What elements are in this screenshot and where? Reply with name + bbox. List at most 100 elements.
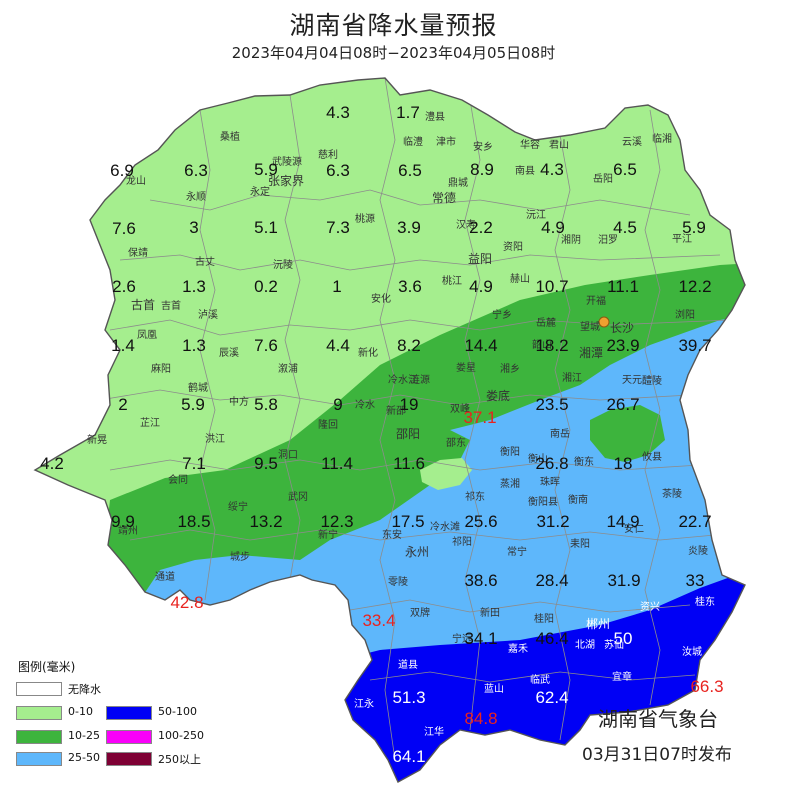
city-label: 双峰 xyxy=(450,403,470,415)
city-label: 衡阳 xyxy=(500,446,520,458)
city-label: 云溪 xyxy=(622,136,642,148)
rainfall-value: 7.6 xyxy=(112,219,136,238)
legend-swatch xyxy=(16,730,62,744)
rainfall-value: 51.3 xyxy=(392,688,425,707)
city-label: 洪江 xyxy=(205,433,225,445)
city-label: 长沙 xyxy=(610,321,634,335)
rainfall-value: 14.9 xyxy=(606,512,639,531)
city-label: 凤凰 xyxy=(137,329,157,341)
city-label: 邵东 xyxy=(446,436,466,449)
city-label: 衡山 xyxy=(528,453,548,465)
rainfall-value: 12.3 xyxy=(320,512,353,531)
city-label: 临武 xyxy=(530,673,550,686)
legend-label: 100-250 xyxy=(158,729,204,742)
rainfall-value: 34.1 xyxy=(464,629,497,648)
rainfall-value: 3.6 xyxy=(398,277,422,296)
city-label: 鹤城 xyxy=(188,381,208,394)
city-label: 桑植 xyxy=(220,130,240,143)
rainfall-value-max: 42.8 xyxy=(170,593,203,612)
rainfall-value: 1.4 xyxy=(111,336,135,355)
legend-label: 无降水 xyxy=(68,683,101,696)
city-label: 茶陵 xyxy=(662,487,682,500)
legend-swatch xyxy=(106,730,152,744)
city-label: 汨罗 xyxy=(598,233,618,246)
city-label: 平江 xyxy=(672,233,692,245)
rainfall-value: 18.2 xyxy=(535,336,568,355)
city-label: 常宁 xyxy=(507,545,527,558)
rainfall-value: 7.1 xyxy=(182,454,206,473)
city-label: 中方 xyxy=(229,395,249,408)
city-label: 资兴 xyxy=(640,601,660,613)
rainfall-value: 6.5 xyxy=(613,160,637,179)
city-label: 城步 xyxy=(230,551,250,563)
city-label: 麻阳 xyxy=(151,362,171,375)
legend-swatch xyxy=(106,752,152,766)
rainfall-value: 1 xyxy=(332,277,341,296)
city-label: 衡东 xyxy=(574,455,594,468)
legend-label: 250以上 xyxy=(158,753,201,766)
rainfall-value: 25.6 xyxy=(464,512,497,531)
city-label: 邵阳 xyxy=(396,427,420,441)
city-label: 汝城 xyxy=(682,645,702,658)
rainfall-value: 5.1 xyxy=(254,218,278,237)
legend-swatch xyxy=(16,752,62,766)
rainfall-value: 46.4 xyxy=(535,629,568,648)
rainfall-value: 18 xyxy=(614,454,633,473)
city-label: 吉首 xyxy=(161,299,181,312)
city-label: 江永 xyxy=(354,697,374,710)
city-label: 安乡 xyxy=(473,140,493,153)
rainfall-value: 13.2 xyxy=(249,512,282,531)
region-10-25-island xyxy=(590,405,665,462)
city-label: 浏阳 xyxy=(675,308,695,321)
rainfall-value: 62.4 xyxy=(535,688,568,707)
city-label: 永定 xyxy=(250,185,270,198)
legend-label: 25-50 xyxy=(68,751,100,764)
city-label: 珠晖 xyxy=(540,475,560,488)
rainfall-value: 6.3 xyxy=(184,161,208,180)
rainfall-value: 33 xyxy=(686,571,705,590)
rainfall-value: 4.3 xyxy=(540,160,564,179)
legend-label: 10-25 xyxy=(68,729,100,742)
rainfall-value: 11.6 xyxy=(393,454,425,473)
city-label: 新田 xyxy=(480,606,500,619)
city-label: 冷水 xyxy=(355,398,375,411)
city-label: 澧县 xyxy=(425,110,445,123)
city-label: 古首 xyxy=(131,297,155,312)
rainfall-value: 64.1 xyxy=(392,747,425,766)
city-label: 郴州 xyxy=(586,617,610,631)
city-label: 炎陵 xyxy=(688,545,708,557)
rainfall-value: 6.5 xyxy=(398,161,422,180)
city-label: 宁乡 xyxy=(492,308,512,321)
city-label: 君山 xyxy=(549,139,569,151)
city-label: 津市 xyxy=(436,135,456,148)
city-label: 桂东 xyxy=(695,595,715,608)
rainfall-value-max: 33.4 xyxy=(362,611,395,630)
rainfall-value: 5.9 xyxy=(254,160,278,179)
city-label: 江华 xyxy=(424,725,444,738)
rainfall-value: 2.6 xyxy=(112,277,136,296)
rainfall-value: 9.5 xyxy=(254,454,278,473)
city-label: 蒸湘 xyxy=(500,477,520,490)
rainfall-value: 7.6 xyxy=(254,336,278,355)
city-label: 南县 xyxy=(515,164,535,177)
legend-label: 0-10 xyxy=(68,705,93,718)
rainfall-value: 5.9 xyxy=(682,218,706,237)
city-label: 道县 xyxy=(398,658,418,671)
rainfall-value: 4.5 xyxy=(613,218,637,237)
rainfall-value: 7.3 xyxy=(326,218,350,237)
rainfall-value: 4.9 xyxy=(541,218,565,237)
map-title: 湖南省降水量预报 xyxy=(289,11,498,40)
city-label: 常德 xyxy=(432,190,456,205)
issuer-name: 湖南省气象台 xyxy=(598,707,718,731)
rainfall-value-max: 66.3 xyxy=(690,677,723,696)
city-label: 娄底 xyxy=(486,388,510,403)
city-label: 泸溪 xyxy=(198,309,218,321)
legend-swatch xyxy=(16,706,62,720)
rainfall-value: 26.8 xyxy=(535,454,568,473)
rainfall-value: 22.7 xyxy=(678,512,711,531)
city-label: 望城 xyxy=(580,320,600,333)
city-label: 醴陵 xyxy=(642,375,662,387)
rainfall-value: 4.9 xyxy=(469,277,493,296)
rainfall-value: 39.7 xyxy=(678,336,711,355)
